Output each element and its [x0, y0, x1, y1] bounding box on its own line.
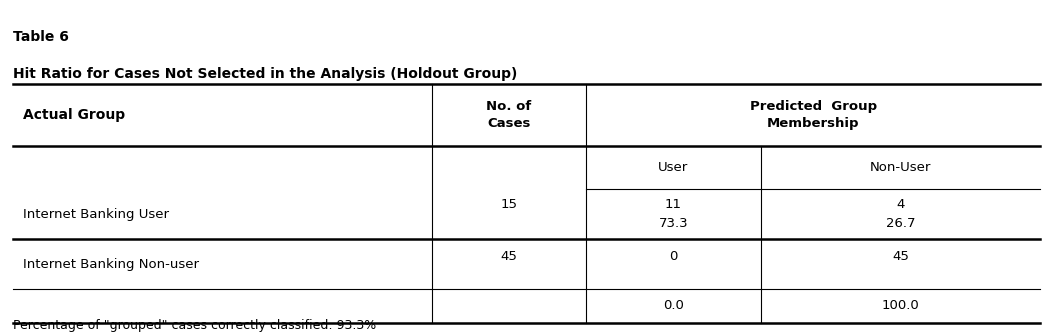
Text: Actual Group: Actual Group: [23, 108, 125, 122]
Text: 11: 11: [664, 199, 682, 211]
Text: No. of
Cases: No. of Cases: [486, 100, 532, 130]
Text: User: User: [658, 161, 689, 174]
Text: 4: 4: [896, 199, 905, 211]
Text: 100.0: 100.0: [881, 299, 919, 312]
Text: 45: 45: [500, 250, 517, 263]
Text: Hit Ratio for Cases Not Selected in the Analysis (Holdout Group): Hit Ratio for Cases Not Selected in the …: [13, 67, 517, 81]
Text: 15: 15: [500, 199, 517, 211]
Text: Predicted  Group
Membership: Predicted Group Membership: [750, 100, 877, 130]
Text: 26.7: 26.7: [886, 216, 915, 229]
Text: 0.0: 0.0: [663, 299, 683, 312]
Text: 0: 0: [670, 250, 678, 263]
Text: Internet Banking User: Internet Banking User: [23, 208, 168, 220]
Text: Table 6: Table 6: [13, 30, 68, 44]
Text: 73.3: 73.3: [659, 216, 689, 229]
Text: 45: 45: [892, 250, 909, 263]
Text: Percentage of "grouped" cases correctly classified: 93.3%: Percentage of "grouped" cases correctly …: [13, 319, 376, 332]
Text: Internet Banking Non-user: Internet Banking Non-user: [23, 258, 199, 270]
Text: Non-User: Non-User: [870, 161, 931, 174]
